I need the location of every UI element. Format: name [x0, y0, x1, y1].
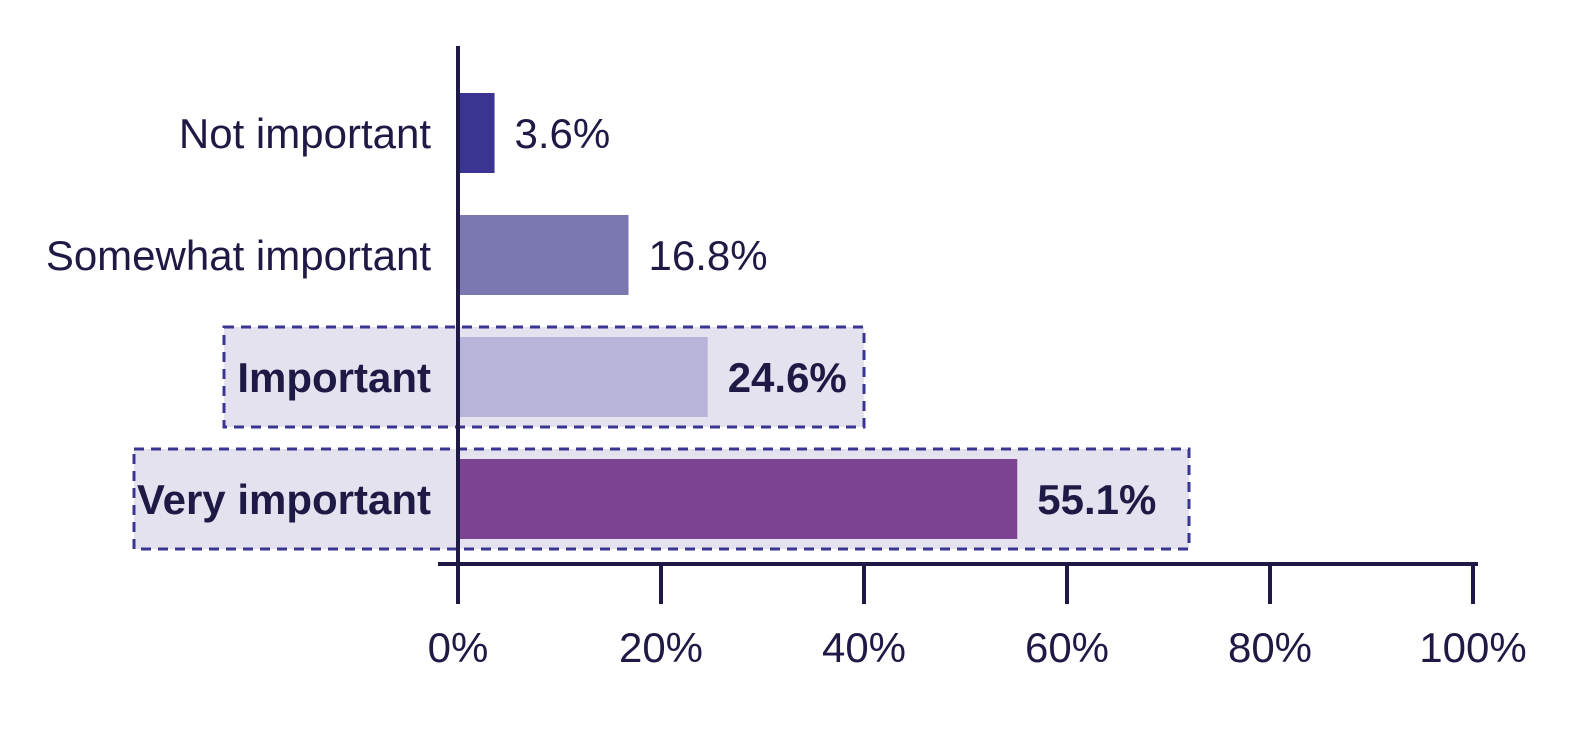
- value-label-somewhat-important: 16.8%: [649, 232, 768, 279]
- bar-important: [458, 337, 708, 417]
- category-label-very-important: Very important: [137, 476, 431, 523]
- x-tick-label-80: 80%: [1228, 624, 1312, 671]
- category-label-somewhat-important: Somewhat important: [46, 232, 432, 279]
- bars: [458, 93, 1018, 539]
- category-label-not-important: Not important: [179, 110, 431, 157]
- value-label-not-important: 3.6%: [515, 110, 611, 157]
- value-label-very-important: 55.1%: [1037, 476, 1156, 523]
- x-tick-label-100: 100%: [1419, 624, 1526, 671]
- bar-somewhat-important: [458, 215, 629, 295]
- axes: [438, 46, 1478, 604]
- x-ticks: 0% 20% 40% 60% 80% 100%: [428, 564, 1527, 671]
- category-label-important: Important: [237, 354, 431, 401]
- x-tick-label-40: 40%: [822, 624, 906, 671]
- x-tick-label-60: 60%: [1025, 624, 1109, 671]
- bar-very-important: [458, 459, 1018, 539]
- category-labels: Not important Somewhat important Important…: [46, 110, 432, 523]
- x-tick-label-0: 0%: [428, 624, 489, 671]
- bar-not-important: [458, 93, 495, 173]
- value-label-important: 24.6%: [728, 354, 847, 401]
- value-labels: 3.6% 16.8% 24.6% 55.1%: [515, 110, 1157, 523]
- x-tick-label-20: 20%: [619, 624, 703, 671]
